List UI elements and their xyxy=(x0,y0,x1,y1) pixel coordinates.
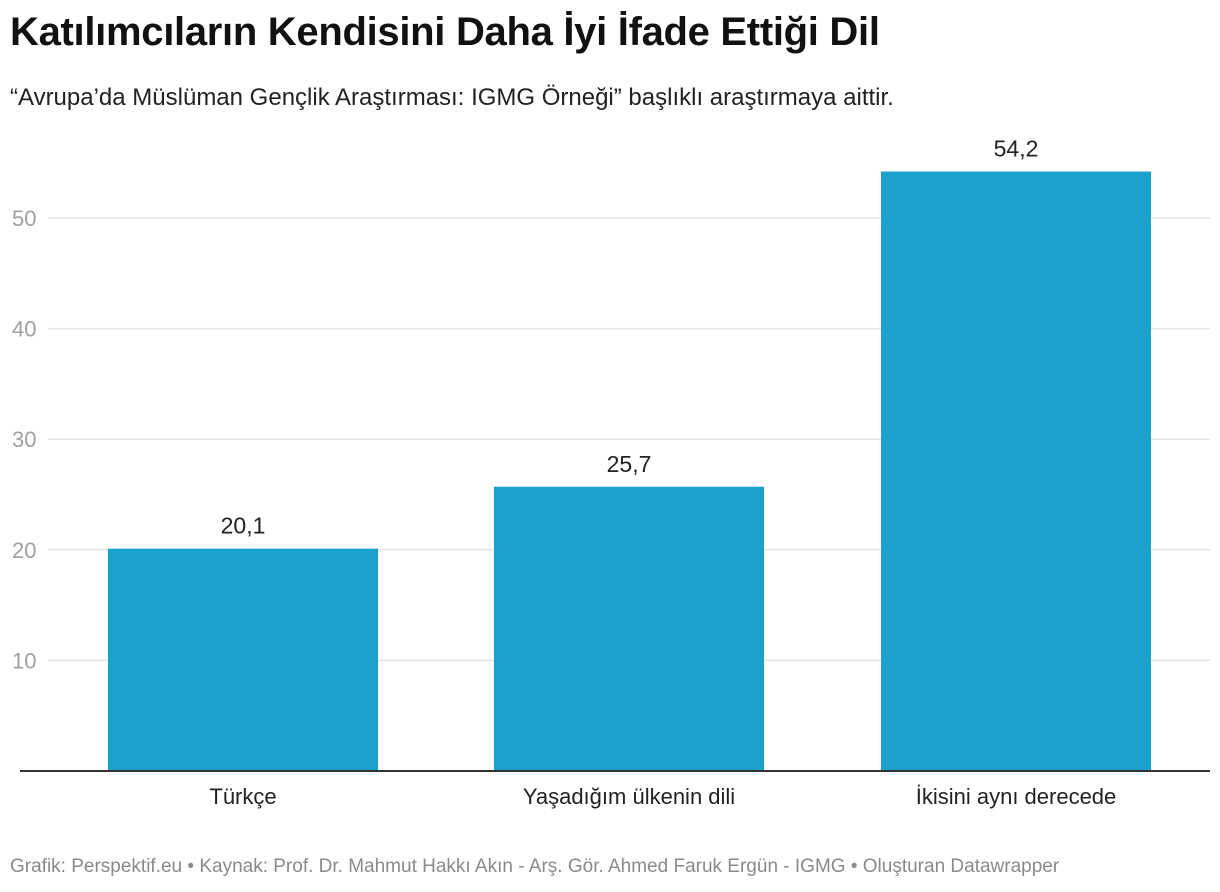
bar xyxy=(494,486,764,771)
bar xyxy=(108,548,378,771)
y-tick-label: 20 xyxy=(12,538,36,563)
bar-value-label: 54,2 xyxy=(994,136,1039,162)
bar xyxy=(881,171,1151,772)
chart-title: Katılımcıların Kendisini Daha İyi İfade … xyxy=(10,10,880,54)
chart-subtitle: “Avrupa’da Müslüman Gençlik Araştırması:… xyxy=(10,84,894,111)
chart-footer: Grafik: Perspektif.eu • Kaynak: Prof. Dr… xyxy=(10,856,1060,877)
bar-value-label: 25,7 xyxy=(607,451,652,477)
x-category-label: Yaşadığım ülkenin dili xyxy=(523,784,735,809)
y-tick-label: 50 xyxy=(12,206,36,231)
x-category-label: İkisini aynı derecede xyxy=(916,784,1117,809)
bar-value-label: 20,1 xyxy=(221,513,266,539)
y-tick-label: 30 xyxy=(12,427,36,452)
y-tick-label: 40 xyxy=(12,317,36,342)
x-category-label: Türkçe xyxy=(209,784,276,809)
y-tick-label: 10 xyxy=(12,648,36,673)
